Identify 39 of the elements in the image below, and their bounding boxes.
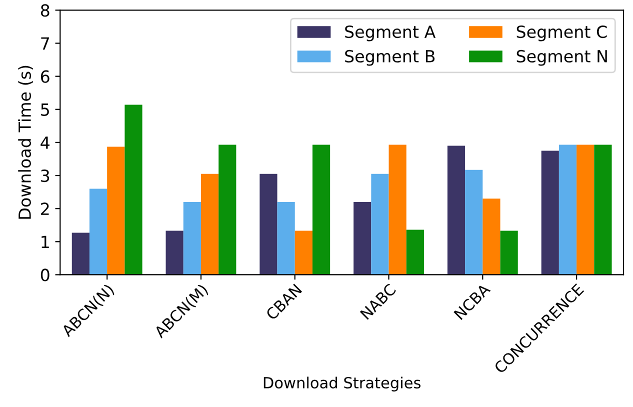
legend-label: Segment A	[345, 25, 436, 42]
legend-label: Segment C	[516, 25, 607, 42]
bar	[594, 144, 612, 275]
bar	[124, 104, 142, 275]
bar	[166, 230, 184, 275]
bar	[541, 150, 559, 275]
y-tick-label: 2	[41, 202, 49, 215]
y-tick-label: 1	[42, 236, 49, 248]
y-tick-label: 6	[40, 70, 50, 83]
bar	[183, 202, 201, 275]
bar	[354, 202, 372, 275]
legend-label: Segment N	[516, 50, 607, 66]
bar	[89, 188, 108, 275]
y-tick-label: 5	[41, 104, 49, 116]
bar	[500, 230, 518, 275]
y-tick-label: 4	[40, 136, 50, 149]
bar	[72, 232, 90, 275]
bar	[576, 144, 594, 275]
bar	[200, 174, 219, 275]
bar	[294, 230, 312, 275]
bar	[465, 170, 483, 275]
bar	[447, 146, 466, 275]
bar	[312, 144, 330, 275]
bar	[260, 174, 278, 275]
y-tick-label: 8	[40, 4, 50, 17]
bar	[406, 230, 424, 275]
y-axis-title: Download Time (s)	[18, 66, 33, 219]
bar	[558, 144, 577, 275]
legend-label: Segment B	[345, 50, 435, 66]
bar	[107, 146, 125, 275]
bar	[218, 144, 236, 275]
bar	[482, 198, 500, 275]
bar	[277, 202, 295, 275]
y-tick-label: 0	[40, 268, 50, 282]
y-tick-label: 3	[41, 169, 50, 182]
x-axis-title: Download Strategies	[264, 376, 420, 392]
bar	[371, 174, 389, 275]
y-tick-label: 7	[41, 37, 49, 50]
bar	[388, 144, 406, 275]
